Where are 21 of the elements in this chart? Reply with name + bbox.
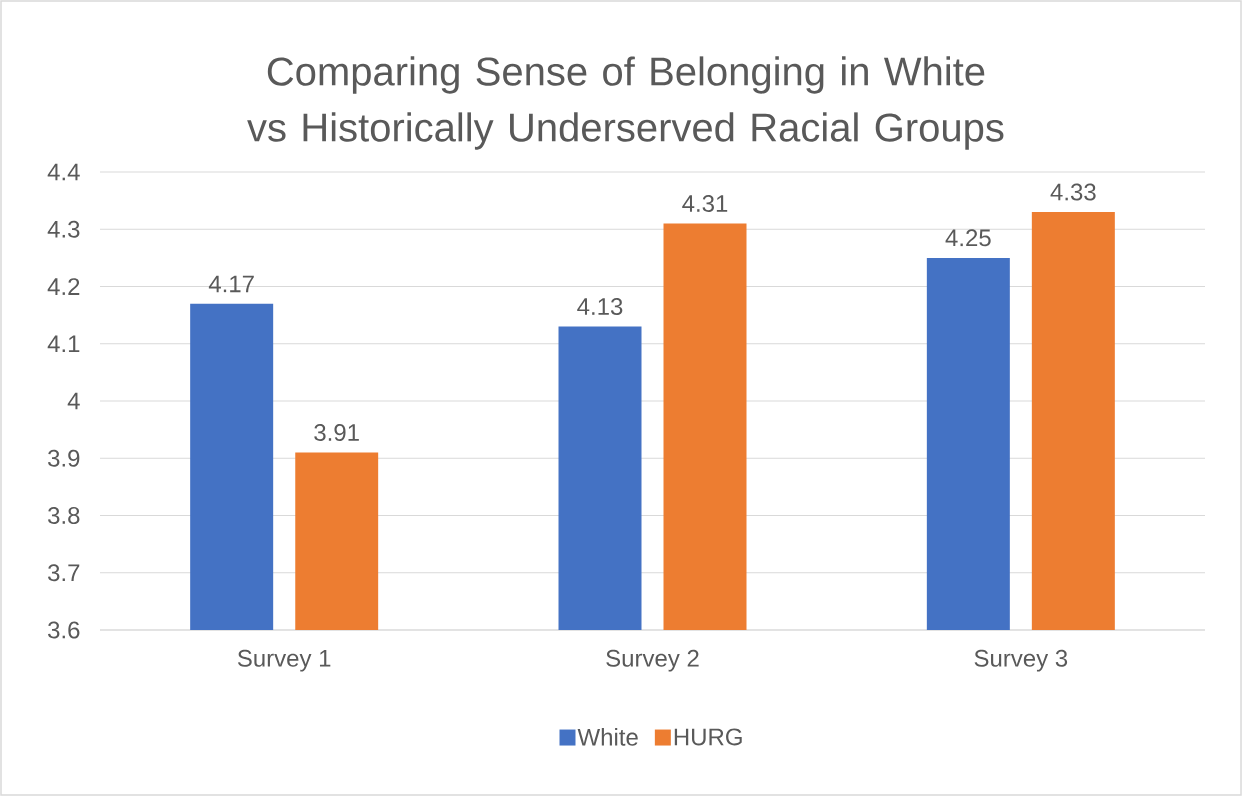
data-label: 4.33 [1050, 183, 1096, 201]
legend-label: HURG [674, 728, 742, 746]
x-tick-label: Survey 2 [606, 649, 699, 672]
y-tick-label: 3.8 [48, 507, 80, 524]
data-label: 3.91 [314, 424, 359, 441]
legend-label: White [577, 728, 638, 746]
data-label: 4.13 [577, 298, 623, 316]
y-tick-label: 3.6 [48, 621, 80, 639]
y-tick-label: 3.7 [48, 564, 80, 582]
x-tick-label: Survey 1 [237, 649, 331, 672]
data-label: 4.25 [945, 229, 991, 247]
y-tick-label: 4.1 [47, 335, 80, 353]
y-tick-label: 3.9 [48, 449, 80, 467]
x-tick-label: Survey 3 [974, 649, 1068, 672]
y-tick-label: 4.2 [47, 278, 80, 295]
y-tick-label: 4.3 [47, 220, 80, 238]
y-tick-label: 4.4 [47, 163, 80, 181]
data-label: 4.31 [682, 195, 728, 212]
y-tick-label: 4 [67, 392, 80, 410]
chart-title: Comparing Sense of Belonging in White vs Historically Underserved Racial Groups [247, 56, 1004, 150]
data-label: 4.17 [208, 275, 254, 293]
